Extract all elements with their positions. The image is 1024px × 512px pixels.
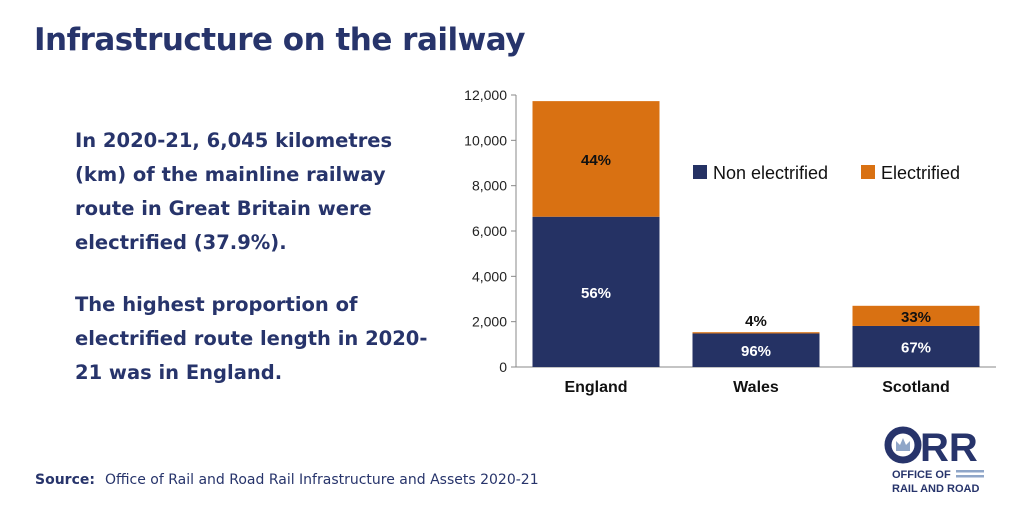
- source-label: Source:: [35, 472, 95, 488]
- data-label: 67%: [901, 339, 931, 356]
- bar-electrified: [852, 305, 980, 326]
- bar-non-electrified: [532, 216, 660, 367]
- legend-label: Non electrified: [713, 163, 828, 183]
- y-tick-label: 2,000: [472, 314, 507, 330]
- highlight-text: The highest proportion of electrified ro…: [75, 293, 428, 384]
- logo-line1: OFFICE OF: [892, 469, 951, 481]
- bar-non-electrified: [852, 325, 980, 367]
- source-note: Source: Office of Rail and Road Rail Infr…: [35, 472, 539, 488]
- legend-swatch: [693, 165, 707, 179]
- x-tick-label: Wales: [733, 379, 779, 396]
- x-tick-label: England: [564, 379, 627, 396]
- page-title: Infrastructure on the railway: [34, 22, 525, 58]
- y-tick-label: 12,000: [464, 87, 507, 103]
- legend-swatch: [861, 165, 875, 179]
- legend-label: Electrified: [881, 163, 960, 183]
- data-label: 44%: [581, 152, 611, 169]
- svg-text:RR: RR: [920, 426, 978, 470]
- bar-electrified: [692, 332, 820, 334]
- x-tick-label: Scotland: [882, 379, 950, 396]
- data-label: 96%: [741, 343, 771, 360]
- summary-text: In 2020-21, 6,045 kilometres (km) of the…: [75, 129, 393, 254]
- data-label: 33%: [901, 309, 931, 326]
- data-label: 4%: [745, 313, 767, 330]
- y-tick-label: 0: [499, 359, 507, 375]
- logo-line2: RAIL AND ROAD: [892, 483, 979, 495]
- y-tick-label: 10,000: [464, 132, 507, 148]
- bar-non-electrified: [692, 333, 820, 367]
- y-tick-label: 8,000: [472, 178, 507, 194]
- source-text: Office of Rail and Road Rail Infrastruct…: [104, 472, 539, 488]
- y-tick-label: 6,000: [472, 223, 507, 239]
- y-tick-label: 4,000: [472, 268, 507, 284]
- bar-electrified: [532, 101, 660, 217]
- orr-logo: RR OFFICE OF RAIL AND ROAD: [884, 426, 984, 495]
- data-label: 56%: [581, 285, 611, 302]
